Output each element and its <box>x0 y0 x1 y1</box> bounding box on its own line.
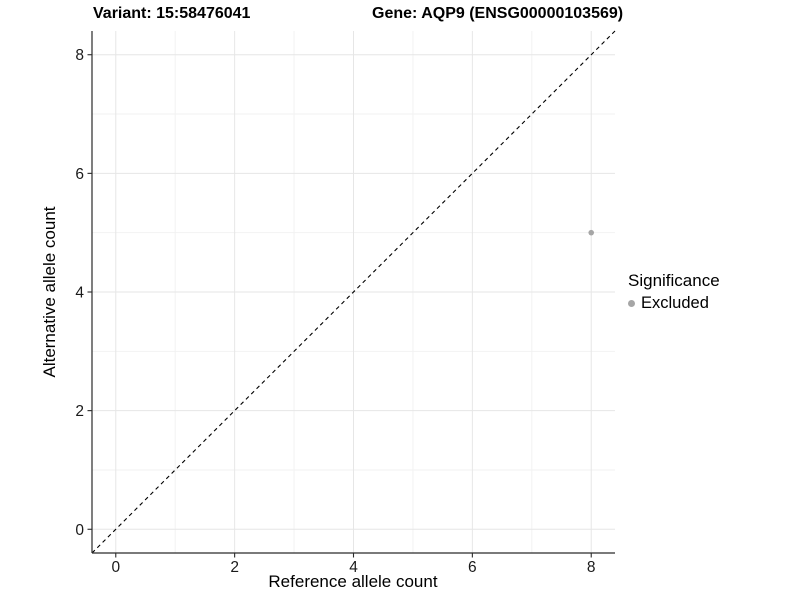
plot-title-gene: Gene: AQP9 (ENSG00000103569) <box>372 5 624 22</box>
legend: Significance Excluded <box>628 271 720 313</box>
legend-entry-label: Excluded <box>641 294 709 312</box>
x-axis-title: Reference allele count <box>268 572 438 591</box>
x-tick-label: 6 <box>468 559 477 576</box>
data-point <box>588 229 595 236</box>
x-tick-label: 2 <box>230 559 239 576</box>
identity-reference-line <box>91 30 616 554</box>
plot-title-variant: Variant: 15:58476041 <box>93 5 251 22</box>
y-tick-label: 0 <box>75 522 84 539</box>
y-tick-label: 8 <box>75 47 84 64</box>
legend-entry-excluded: Excluded <box>628 294 720 313</box>
y-axis-title: Alternative allele count <box>40 206 59 378</box>
x-tick-label: 0 <box>111 559 120 576</box>
legend-title: Significance <box>628 271 720 290</box>
x-tick-label: 8 <box>587 559 596 576</box>
y-tick-label: 4 <box>75 285 84 302</box>
legend-key-dot-icon <box>628 300 635 307</box>
y-tick-label: 6 <box>75 166 84 183</box>
x-tick-label: 4 <box>349 559 358 576</box>
y-tick-label: 2 <box>75 403 84 420</box>
